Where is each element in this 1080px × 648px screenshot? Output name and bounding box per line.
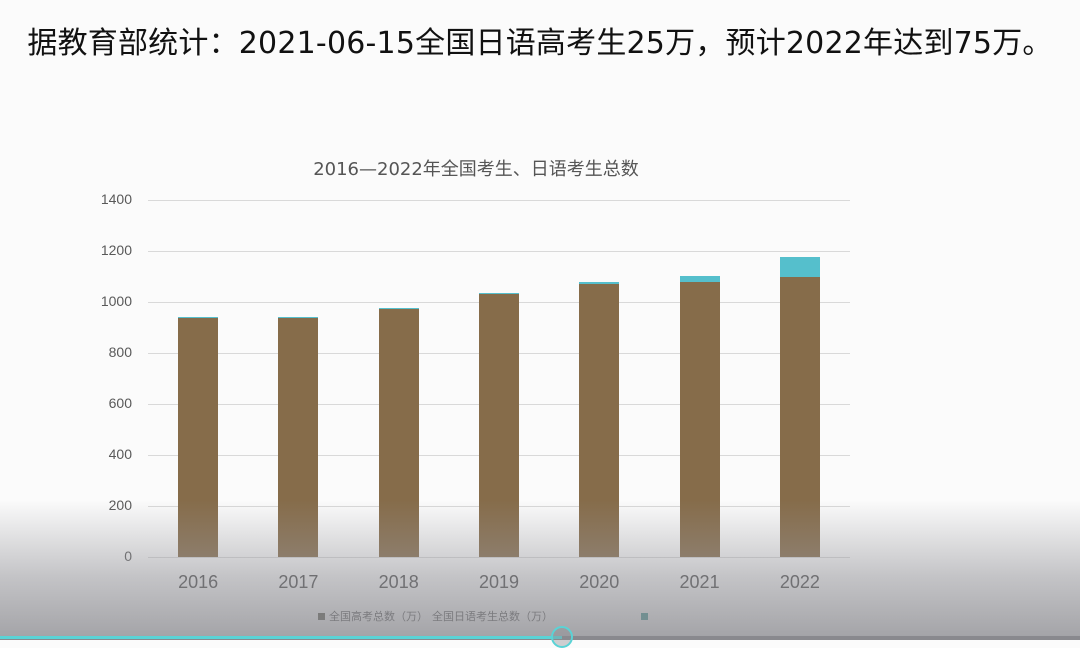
bar-2016 (178, 200, 219, 557)
x-tick-label: 2020 (579, 572, 620, 592)
gridline (148, 200, 850, 201)
bar-segment-gaokao (178, 317, 219, 557)
legend-label-gaokao: 全国高考总数（万） (329, 610, 428, 623)
y-tick-label: 200 (108, 497, 132, 513)
legend-swatch-japanese (641, 612, 648, 620)
video-scrubber-handle[interactable] (550, 626, 573, 648)
bar-segment-japanese (679, 275, 720, 283)
bar-segment-japanese (378, 307, 419, 309)
y-tick-label: 1000 (100, 293, 132, 309)
y-tick-label: 400 (108, 446, 132, 462)
y-tick-label: 600 (108, 395, 132, 411)
x-tick-label: 2017 (278, 572, 319, 592)
gridline (148, 557, 850, 558)
bar-2020 (579, 200, 620, 557)
gridline (148, 251, 850, 252)
x-tick-label: 2021 (679, 572, 720, 592)
bar-2022 (779, 200, 820, 557)
video-progress-fill[interactable] (0, 636, 562, 639)
bar-segment-gaokao (278, 317, 319, 557)
legend-label-japanese: 全国日语考生总数（万） (432, 610, 553, 623)
x-tick-label: 2018 (378, 572, 419, 592)
y-tick-label: 1400 (100, 191, 132, 207)
bar-segment-japanese (178, 316, 219, 318)
bar-segment-gaokao (779, 276, 820, 557)
bar-segment-japanese (579, 281, 620, 284)
bar-segment-japanese (278, 316, 319, 318)
legend-swatch-gaokao (318, 612, 325, 620)
bar-segment-gaokao (579, 283, 620, 557)
bar-2019 (479, 200, 519, 557)
x-tick-label: 2019 (478, 572, 520, 592)
bar-segment-japanese (479, 293, 519, 295)
y-tick-label: 1200 (100, 242, 132, 258)
bar-segment-gaokao (378, 308, 419, 557)
y-tick-label: 0 (124, 548, 132, 564)
bar-segment-gaokao (479, 294, 519, 557)
legend: 全国高考总数（万） 全国日语考生总数（万） (318, 608, 648, 624)
y-tick-label: 800 (108, 344, 132, 360)
bar-segment-gaokao (679, 282, 720, 557)
bar-segment-japanese (779, 257, 820, 277)
headline: 据教育部统计：2021-06-15全国日语高考生25万，预计2022年达到75万… (27, 26, 1053, 61)
bar-2017 (278, 200, 319, 557)
x-tick-label: 2016 (178, 572, 219, 592)
x-tick-label: 2022 (779, 572, 820, 592)
plot-area (148, 200, 850, 558)
chart-title: 2016—2022年全国考生、日语考生总数 (313, 159, 639, 180)
bar-2021 (679, 200, 720, 557)
bar-2018 (378, 200, 419, 557)
